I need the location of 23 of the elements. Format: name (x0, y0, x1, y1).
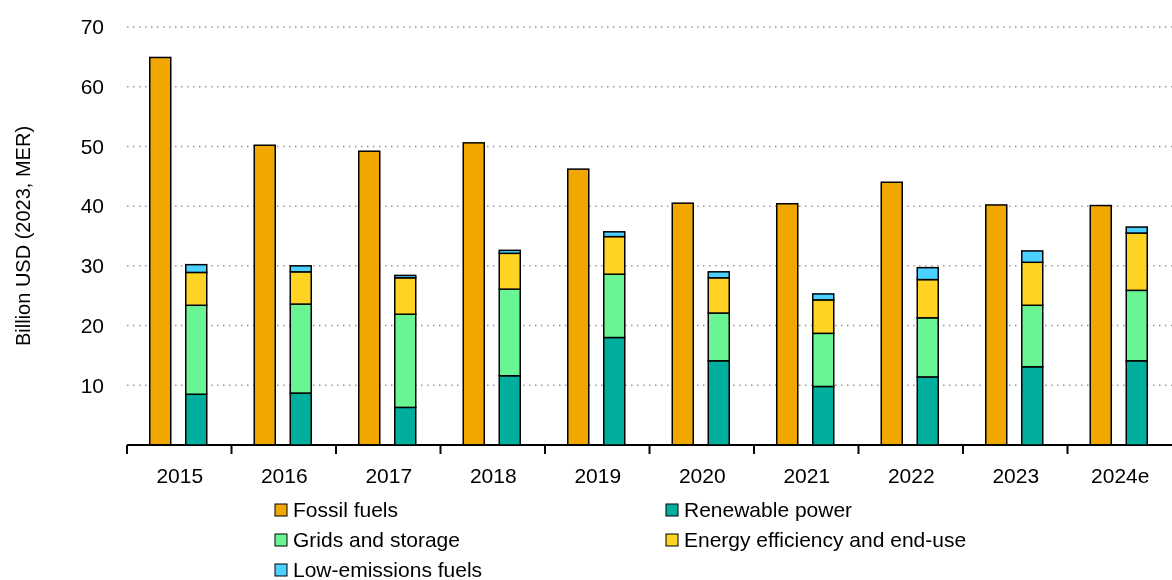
x-tick-label: 2023 (992, 464, 1040, 487)
y-tick-label: 60 (80, 75, 104, 99)
legend-label: Grids and storage (293, 528, 460, 552)
y-tick-label: 10 (80, 373, 104, 397)
x-tick-label: 2018 (469, 464, 517, 487)
x-tick-label: 2017 (365, 464, 413, 487)
x-tick-label: 2021 (783, 464, 831, 487)
legend-label: Energy efficiency and end-use (684, 528, 967, 552)
x-tick-label: 2020 (678, 464, 726, 487)
y-tick-label: 30 (80, 254, 104, 278)
legend-label: Renewable power (684, 498, 853, 522)
x-tick-label: 2015 (156, 464, 204, 487)
x-tick-label: 2022 (887, 464, 935, 487)
y-tick-label: 40 (80, 194, 104, 218)
y-tick-label: 20 (80, 313, 104, 337)
legend-label: Fossil fuels (293, 498, 399, 522)
x-tick-label: 2016 (260, 464, 308, 487)
legend-label: Low-emissions fuels (293, 558, 483, 580)
y-axis-title: Billion USD (2023, MER) (12, 125, 34, 347)
y-tick-label: 70 (80, 15, 104, 39)
y-tick-label: 50 (80, 134, 104, 158)
x-tick-label: 2024e (1091, 464, 1150, 487)
x-tick-label: 2019 (574, 464, 622, 487)
